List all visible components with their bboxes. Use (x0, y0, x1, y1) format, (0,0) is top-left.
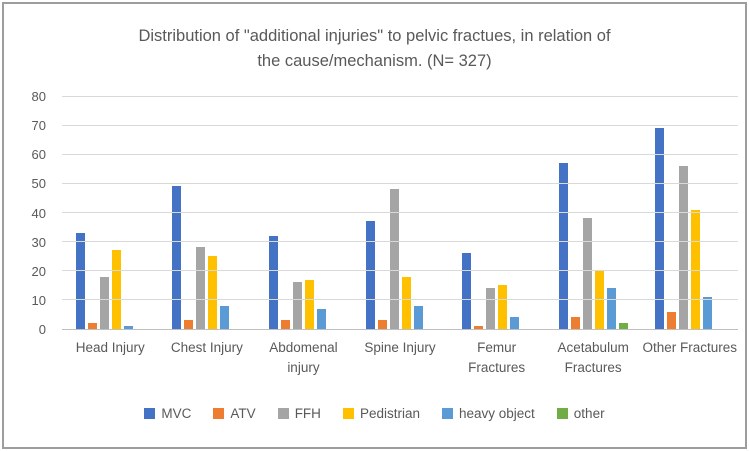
y-axis-tick-label: 70 (31, 118, 46, 134)
bar-group (352, 97, 449, 329)
legend: MVC ATV FFH Pedistrian heavy object other (4, 406, 745, 421)
bar-pedistrian (304, 279, 314, 329)
bar-pedistrian (401, 276, 411, 329)
bar-ffh (292, 282, 302, 329)
bar-atv (184, 320, 194, 329)
y-axis-tick-label: 60 (31, 147, 46, 163)
bar-atv (87, 323, 97, 329)
x-axis-category-label: Femur Fractures (468, 340, 526, 375)
bar-pedistrian (498, 285, 508, 329)
legend-swatch-icon (556, 408, 568, 419)
legend-label: FFH (294, 406, 321, 421)
bar-atv (474, 326, 484, 329)
y-axis-tick-label: 0 (38, 322, 46, 337)
legend-label: ATV (230, 406, 256, 421)
bar-heavy-object (510, 317, 520, 329)
legend-item-heavy-object: heavy object (441, 406, 535, 421)
bar-group (448, 97, 545, 329)
x-axis-category-label: Spine Injury (364, 340, 436, 355)
y-axis-tick-label: 20 (31, 263, 46, 279)
bar-pedistrian (691, 209, 701, 329)
bar-mvc (75, 232, 85, 329)
bar-atv (667, 311, 677, 329)
bar-group (159, 97, 256, 329)
bar-groups (62, 97, 738, 329)
legend-item-mvc: MVC (144, 406, 191, 421)
bar-other (618, 323, 628, 329)
bar-group (641, 97, 738, 329)
chart-title: Distribution of "additional injuries" to… (138, 27, 611, 70)
bar-ffh (679, 165, 689, 329)
bar-atv (280, 320, 290, 329)
x-axis-labels: Head Injury Chest Injury Abdomenal injury S… (62, 338, 738, 378)
gridline (62, 96, 738, 97)
legend-item-pedistrian: Pedistrian (342, 406, 420, 421)
y-axis-tick-label: 30 (31, 234, 46, 250)
legend-swatch-icon (441, 408, 453, 419)
bar-ffh (389, 189, 399, 329)
bar-ffh (582, 218, 592, 329)
bar-heavy-object (413, 305, 423, 329)
x-axis-category-label: Acetabulum Fractures (557, 340, 629, 375)
bar-mvc (172, 186, 182, 329)
bar-ffh (196, 247, 206, 329)
legend-swatch-icon (277, 408, 289, 419)
x-axis-category-label: Chest Injury (170, 340, 243, 355)
gridline (62, 154, 738, 155)
bar-ffh (486, 288, 496, 329)
legend-swatch-icon (213, 408, 225, 419)
legend-label: other (573, 406, 605, 421)
legend-label: Pedistrian (359, 406, 420, 421)
bar-atv (570, 317, 580, 329)
bar-heavy-object (123, 326, 133, 329)
bar-mvc (558, 163, 568, 329)
y-axis: 0 10 20 30 40 50 60 70 80 (4, 89, 56, 337)
bar-heavy-object (316, 308, 326, 329)
x-axis-category-label: Other Fractures (642, 340, 738, 355)
y-axis-tick-label: 80 (31, 89, 46, 104)
gridline (62, 212, 738, 213)
bar-atv (377, 320, 387, 329)
bar-mvc (655, 128, 665, 329)
legend-swatch-icon (342, 408, 354, 419)
legend-label: heavy object (458, 406, 535, 421)
x-axis-category-label: Head Injury (75, 340, 145, 355)
gridline (62, 299, 738, 300)
gridline (62, 125, 738, 126)
legend-item-atv: ATV (213, 406, 256, 421)
y-axis-tick-label: 10 (31, 292, 46, 308)
bar-group (545, 97, 642, 329)
y-axis-tick-label: 50 (31, 176, 46, 192)
gridline (62, 241, 738, 242)
gridline (62, 183, 738, 184)
legend-item-other: other (556, 406, 605, 421)
bar-pedistrian (208, 256, 218, 329)
bar-heavy-object (606, 288, 616, 329)
bar-group (255, 97, 352, 329)
bar-pedistrian (111, 250, 121, 329)
bar-ffh (99, 276, 109, 329)
bar-heavy-object (220, 305, 230, 329)
bar-group (62, 97, 159, 329)
legend-label: MVC (161, 406, 192, 421)
legend-swatch-icon (144, 408, 156, 419)
y-axis-tick-label: 40 (31, 205, 46, 221)
bar-mvc (462, 253, 472, 329)
plot-area (62, 96, 738, 330)
gridline (62, 270, 738, 271)
legend-item-ffh: FFH (277, 406, 321, 421)
bar-mvc (268, 235, 278, 329)
bar-mvc (365, 221, 375, 329)
bar-heavy-object (703, 296, 713, 329)
x-axis-category-label: Abdomenal injury (269, 340, 338, 375)
